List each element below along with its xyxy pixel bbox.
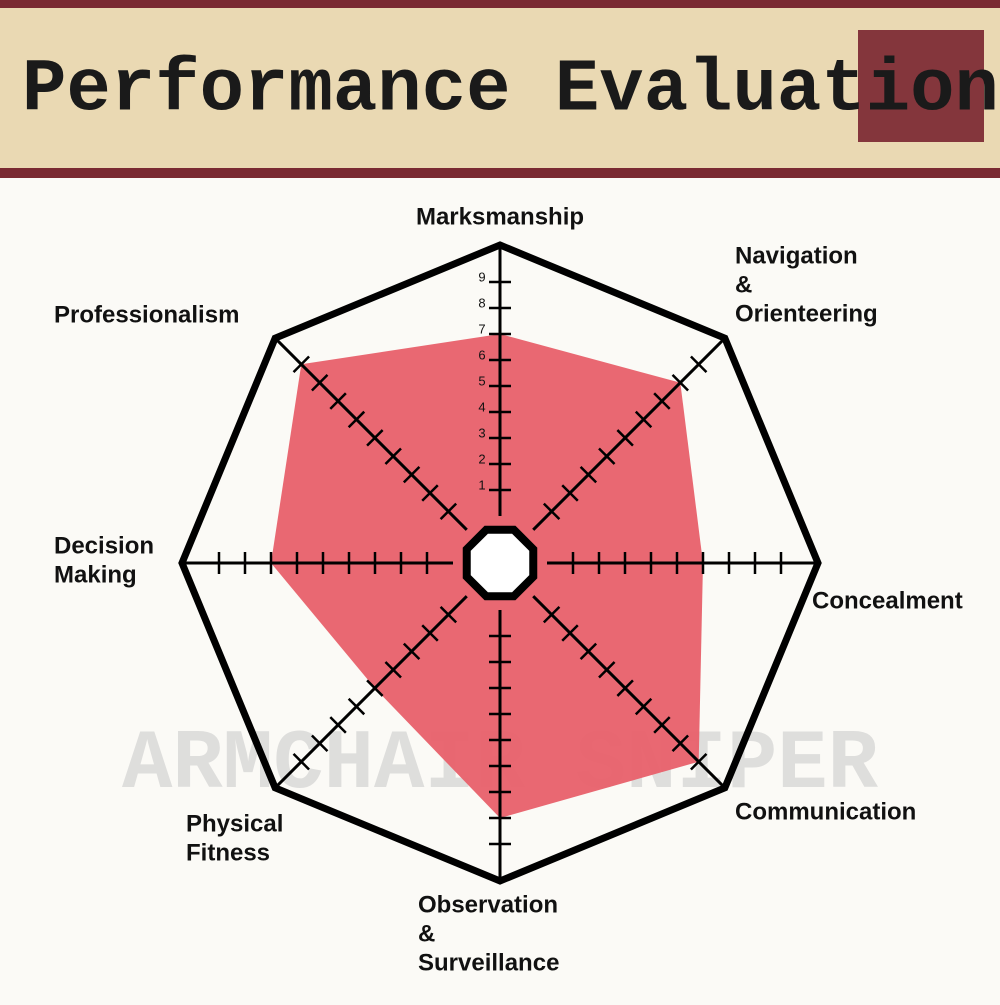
axis-label: Physical: [186, 810, 283, 837]
tick-mark: [366, 679, 384, 697]
tick-mark: [616, 429, 634, 447]
tick-mark: [292, 355, 310, 373]
banner-square: [858, 30, 984, 142]
axis-label: Navigation: [735, 242, 858, 269]
tick-mark: [671, 734, 689, 752]
r-tick-label: 5: [478, 373, 485, 388]
r-tick-label: 9: [478, 269, 485, 284]
axis-label: Orienteering: [735, 300, 878, 327]
tick-mark: [579, 465, 598, 484]
axis-line: [274, 595, 468, 789]
axis-label: &: [735, 271, 752, 298]
tick-mark: [690, 753, 708, 771]
r-tick-label: 3: [478, 425, 485, 440]
axis-label: Surveillance: [418, 949, 559, 976]
axis-label: Marksmanship: [416, 203, 584, 230]
tick-mark: [561, 624, 579, 642]
tick-mark: [402, 642, 421, 661]
tick-mark: [616, 679, 634, 697]
tick-mark: [311, 374, 329, 392]
axis-line: [532, 595, 726, 789]
tick-mark: [421, 484, 439, 502]
tick-mark: [402, 465, 421, 484]
r-tick-label: 7: [478, 321, 485, 336]
axis-label: Decision: [54, 532, 154, 559]
tick-mark: [384, 447, 402, 465]
axis-label: Professionalism: [54, 301, 239, 328]
tick-mark: [421, 624, 439, 642]
axis-label: Fitness: [186, 839, 270, 866]
axis-line: [274, 337, 468, 531]
tick-mark: [634, 410, 653, 429]
axis-label: &: [418, 920, 435, 947]
tick-mark: [671, 374, 689, 392]
tick-mark: [561, 484, 579, 502]
r-tick-label: 6: [478, 347, 485, 362]
tick-mark: [292, 753, 310, 771]
tick-mark: [366, 429, 384, 447]
r-tick-label: 1: [478, 477, 485, 492]
axis-label: Communication: [735, 798, 916, 825]
tick-mark: [439, 502, 458, 521]
tick-mark: [384, 661, 402, 679]
tick-mark: [653, 716, 671, 734]
r-tick-label: 8: [478, 295, 485, 310]
tick-mark: [542, 502, 561, 521]
center: [462, 525, 538, 601]
axis-label: Concealment: [812, 587, 963, 614]
tick-mark: [690, 355, 708, 373]
axis-line: [532, 337, 726, 531]
tick-mark: [598, 661, 616, 679]
banner: [0, 8, 1000, 168]
tick-mark: [329, 392, 347, 410]
plot: 123456789MarksmanshipNavigation&Orientee…: [54, 203, 963, 976]
axis-label: Observation: [418, 891, 558, 918]
tick-mark: [598, 447, 616, 465]
tick-mark: [347, 410, 366, 429]
tick-mark: [579, 642, 598, 661]
tick-mark: [347, 697, 366, 716]
r-tick-label: 2: [478, 451, 485, 466]
tick-mark: [542, 605, 561, 624]
tick-mark: [439, 605, 458, 624]
r-tick-label: 4: [478, 399, 485, 414]
chart-title: Performance Evaluations: [22, 49, 1000, 133]
tick-mark: [653, 392, 671, 410]
tick-mark: [311, 734, 329, 752]
tick-mark: [329, 716, 347, 734]
tick-mark: [634, 697, 653, 716]
axis-label: Making: [54, 561, 137, 588]
